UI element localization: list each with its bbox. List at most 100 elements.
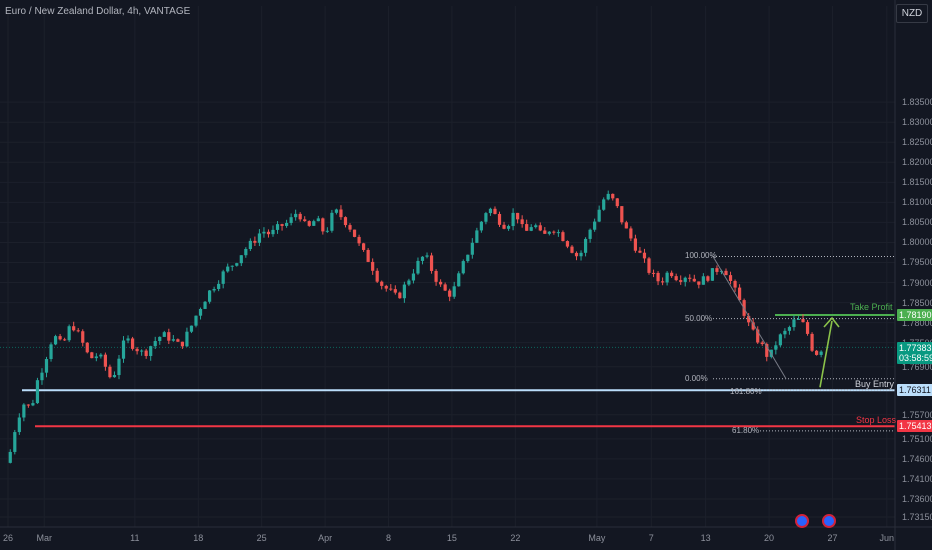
- candle-body: [534, 225, 538, 228]
- candle-body: [90, 352, 94, 359]
- candle-body: [203, 301, 207, 309]
- candle-body: [805, 322, 810, 334]
- price-tick-label: 1.74100: [902, 473, 932, 484]
- time-tick-label: Mar: [36, 533, 52, 543]
- candle-body: [221, 271, 225, 284]
- candle-body: [244, 248, 248, 256]
- price-tick-label: 1.78500: [902, 297, 932, 308]
- bar-countdown: 03:58:59: [899, 353, 932, 364]
- candle-body: [189, 325, 194, 332]
- candle-body: [248, 240, 252, 249]
- target-arrow-head: [823, 316, 840, 328]
- candle-body: [660, 281, 665, 283]
- candle-body: [511, 212, 515, 227]
- candle-body: [257, 233, 262, 243]
- candle-body: [262, 231, 266, 234]
- candle-body: [411, 273, 416, 281]
- candle-body: [520, 219, 524, 225]
- candle-body: [330, 212, 334, 231]
- candle-body: [389, 288, 393, 290]
- fib-level-label: 100.00%: [685, 251, 717, 261]
- candle-body: [22, 404, 26, 418]
- candle-body: [778, 334, 782, 346]
- candle-body: [398, 292, 402, 299]
- candle-body: [366, 249, 370, 262]
- buy-entry-label: Buy Entry: [855, 379, 895, 390]
- candle-body: [49, 344, 53, 360]
- candle-body: [516, 212, 520, 220]
- candle-body: [670, 272, 674, 277]
- candle-body: [810, 333, 814, 351]
- candle-body: [484, 213, 488, 222]
- current-price-value: 1.77383: [899, 343, 932, 354]
- candle-body: [624, 222, 628, 229]
- candle-body: [176, 339, 180, 342]
- candle-body: [679, 280, 683, 282]
- candle-body: [760, 342, 764, 345]
- candle-body: [67, 326, 71, 341]
- price-tick-label: 1.82000: [902, 157, 932, 168]
- candle-body: [153, 341, 157, 347]
- candle-body: [565, 241, 570, 247]
- candle-body: [502, 224, 506, 229]
- candle-body: [271, 229, 275, 235]
- candle-body: [72, 326, 76, 331]
- candle-body: [230, 265, 234, 267]
- time-tick-label: 8: [386, 533, 392, 543]
- candle-body: [434, 270, 438, 282]
- candle-body: [733, 280, 737, 288]
- candle-body: [642, 252, 647, 259]
- dividend-event-icon[interactable]: [822, 514, 836, 528]
- candle-body: [99, 354, 103, 357]
- candle-body: [525, 224, 529, 231]
- time-tick-label: Apr: [318, 533, 333, 543]
- candle-body: [765, 344, 769, 357]
- fib-trend-line: [712, 256, 787, 379]
- stop-loss-price-badge: 1.75413: [897, 420, 932, 433]
- candle-body: [140, 350, 144, 352]
- candle-body: [380, 281, 384, 286]
- fib-level-label: 0.00%: [685, 373, 708, 383]
- candle-body: [212, 288, 216, 291]
- candle-body: [316, 218, 320, 222]
- candle-body: [40, 372, 44, 381]
- price-tick-label: 1.79500: [902, 257, 932, 268]
- candle-body: [298, 213, 302, 220]
- candle-body: [556, 232, 560, 234]
- candle-body: [588, 229, 592, 239]
- price-tick-label: 1.80500: [902, 217, 932, 228]
- price-tick-label: 1.80000: [902, 237, 932, 248]
- candle-body: [275, 224, 280, 230]
- candle-body: [506, 226, 511, 229]
- earnings-event-icon[interactable]: [795, 514, 809, 528]
- price-tick-label: 1.74600: [902, 453, 932, 464]
- price-tick-label: 1.78000: [902, 317, 932, 328]
- candle-body: [402, 284, 406, 299]
- candle-body: [420, 256, 425, 261]
- candle-body: [656, 272, 660, 282]
- candle-body: [801, 318, 805, 323]
- candle-body: [570, 246, 574, 253]
- fib-level-label: 50.00%: [685, 313, 713, 323]
- candle-body: [611, 193, 615, 199]
- candle-body: [162, 332, 166, 337]
- candle-body: [362, 243, 366, 250]
- candle-body: [633, 238, 638, 251]
- price-tick-label: 1.81500: [902, 177, 932, 188]
- candle-body: [289, 217, 293, 223]
- candle-body: [103, 354, 107, 367]
- candle-body: [674, 276, 678, 281]
- currency-button[interactable]: NZD: [896, 4, 928, 23]
- take-profit-price-badge: 1.78190: [897, 308, 932, 321]
- candle-body: [325, 230, 329, 232]
- candle-body: [787, 327, 792, 331]
- candle-body: [167, 332, 171, 341]
- candle-body: [620, 206, 624, 223]
- candle-body: [171, 339, 175, 341]
- candle-body: [158, 336, 162, 342]
- candle-body: [715, 268, 719, 272]
- candle-body: [357, 236, 361, 244]
- time-tick-label: 20: [764, 533, 775, 543]
- candle-body: [561, 232, 565, 242]
